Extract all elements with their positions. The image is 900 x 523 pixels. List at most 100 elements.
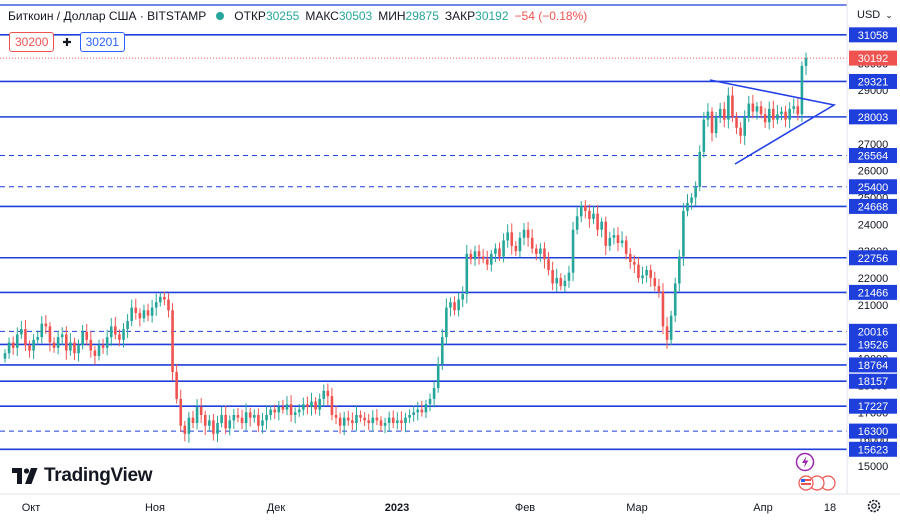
candle[interactable] xyxy=(363,412,366,427)
candle[interactable] xyxy=(567,265,571,288)
candle[interactable] xyxy=(453,296,456,316)
candle[interactable] xyxy=(28,340,31,358)
candle[interactable] xyxy=(163,291,166,306)
candle[interactable] xyxy=(138,308,142,327)
candle[interactable] xyxy=(126,314,129,339)
candle[interactable] xyxy=(69,333,72,356)
candle[interactable] xyxy=(396,412,399,430)
candle[interactable] xyxy=(248,407,252,427)
candle[interactable] xyxy=(596,205,599,237)
candle[interactable] xyxy=(212,413,215,441)
candle[interactable] xyxy=(571,221,575,282)
candle[interactable] xyxy=(228,415,232,436)
candle[interactable] xyxy=(289,395,293,422)
settings-gear-icon[interactable] xyxy=(867,499,881,513)
candle[interactable] xyxy=(179,389,183,432)
candle[interactable] xyxy=(759,100,763,119)
candle[interactable] xyxy=(105,329,109,356)
candle[interactable] xyxy=(612,228,616,245)
candle[interactable] xyxy=(776,105,779,125)
candle[interactable] xyxy=(800,61,804,122)
candle[interactable] xyxy=(432,381,436,408)
candle[interactable] xyxy=(526,222,530,247)
candle[interactable] xyxy=(232,409,236,429)
candle[interactable] xyxy=(534,244,538,261)
candle[interactable] xyxy=(48,322,52,352)
candle[interactable] xyxy=(551,261,554,291)
candle[interactable] xyxy=(203,410,207,436)
candle[interactable] xyxy=(665,317,669,349)
candle[interactable] xyxy=(780,106,783,121)
candle[interactable] xyxy=(15,327,19,357)
candle[interactable] xyxy=(97,339,101,361)
candle[interactable] xyxy=(220,406,223,428)
candle[interactable] xyxy=(502,233,505,263)
candle[interactable] xyxy=(187,411,191,443)
candle[interactable] xyxy=(428,393,432,412)
candle[interactable] xyxy=(224,405,227,435)
candle[interactable] xyxy=(694,181,697,206)
candle[interactable] xyxy=(518,232,522,258)
candle[interactable] xyxy=(60,327,64,345)
candle[interactable] xyxy=(485,250,489,271)
candle[interactable] xyxy=(743,110,746,145)
candle[interactable] xyxy=(269,405,272,421)
candle[interactable] xyxy=(114,317,117,340)
candle[interactable] xyxy=(731,86,734,122)
candle[interactable] xyxy=(678,249,681,292)
candle[interactable] xyxy=(686,194,689,217)
candle[interactable] xyxy=(383,417,387,434)
candle[interactable] xyxy=(281,399,285,414)
candle[interactable] xyxy=(297,403,301,417)
candle[interactable] xyxy=(32,334,35,360)
candle[interactable] xyxy=(310,392,313,416)
candle[interactable] xyxy=(473,245,477,266)
candle[interactable] xyxy=(767,101,771,130)
candle[interactable] xyxy=(387,411,391,432)
currency-selector[interactable]: USD ⌄ xyxy=(857,9,893,21)
candle[interactable] xyxy=(208,414,211,432)
candle[interactable] xyxy=(400,411,403,431)
candle[interactable] xyxy=(722,101,726,128)
candle[interactable] xyxy=(73,337,76,360)
candle[interactable] xyxy=(661,283,665,334)
candle[interactable] xyxy=(490,249,493,272)
candle[interactable] xyxy=(322,384,326,407)
candle[interactable] xyxy=(24,320,27,351)
bid-button[interactable]: 30200 xyxy=(9,32,55,52)
candle[interactable] xyxy=(702,112,706,158)
economic-event-flags-icon[interactable] xyxy=(798,475,836,491)
candle[interactable] xyxy=(89,331,93,358)
candle[interactable] xyxy=(77,339,80,362)
candle[interactable] xyxy=(706,103,710,127)
candle[interactable] xyxy=(330,387,334,421)
candle[interactable] xyxy=(506,224,509,248)
candle[interactable] xyxy=(755,101,759,120)
candle[interactable] xyxy=(359,410,362,422)
candle[interactable] xyxy=(445,298,448,345)
candle[interactable] xyxy=(641,266,644,284)
candle[interactable] xyxy=(265,406,268,430)
candle[interactable] xyxy=(302,397,305,416)
candle[interactable] xyxy=(199,398,203,423)
candle[interactable] xyxy=(7,337,11,359)
candle[interactable] xyxy=(543,242,546,269)
flash-icon[interactable] xyxy=(795,452,815,472)
candle[interactable] xyxy=(575,207,579,235)
candle[interactable] xyxy=(142,304,146,323)
candle[interactable] xyxy=(146,303,150,322)
candle[interactable] xyxy=(735,112,738,135)
candle[interactable] xyxy=(449,297,452,317)
candle[interactable] xyxy=(318,393,321,416)
candle[interactable] xyxy=(412,405,415,422)
candle[interactable] xyxy=(36,330,39,345)
candle[interactable] xyxy=(628,248,632,269)
candle[interactable] xyxy=(539,243,542,262)
candle[interactable] xyxy=(416,401,420,421)
candle[interactable] xyxy=(273,404,277,419)
candle[interactable] xyxy=(183,420,187,442)
candle[interactable] xyxy=(436,356,440,393)
candle[interactable] xyxy=(772,100,775,129)
